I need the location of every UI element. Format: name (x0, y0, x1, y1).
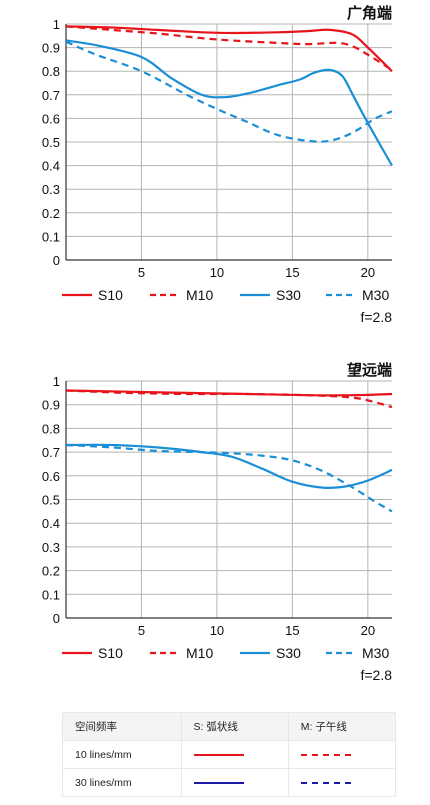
row-label: 10 lines/mm (62, 740, 182, 769)
header-sagittal: S: 弧状线 (180, 712, 289, 741)
sagittal-swatch-10 (180, 740, 289, 769)
series-line-s10 (65, 25, 393, 72)
x-tick-label: 20 (361, 623, 375, 638)
legend-label-s10: S10 (98, 645, 123, 661)
x-tick-label: 10 (210, 623, 224, 638)
y-tick-label: 0.2 (42, 206, 60, 221)
series-line-s30 (65, 39, 393, 167)
x-tick-label: 5 (138, 623, 145, 638)
aperture-label: f=2.8 (360, 309, 392, 325)
header-frequency: 空间频率 (62, 712, 182, 741)
x-tick-label: 5 (138, 265, 145, 280)
legend-table-header: 空间频率 S: 弧状线 M: 子午线 (62, 712, 397, 741)
sagittal-swatch-30 (180, 768, 289, 797)
legend-table: 空间频率 S: 弧状线 M: 子午线 10 lines/mm 30 lines/… (62, 712, 397, 797)
y-tick-label: 1 (53, 374, 60, 389)
y-tick-label: 0.3 (42, 182, 60, 197)
y-tick-label: 0.7 (42, 445, 60, 460)
y-tick-label: 0.6 (42, 111, 60, 126)
meridional-swatch-30 (287, 768, 397, 797)
meridional-swatch-10 (287, 740, 397, 769)
series-line-m30 (65, 443, 393, 513)
y-tick-label: 0.3 (42, 540, 60, 555)
y-tick-label: 0.8 (42, 421, 60, 436)
table-row: 30 lines/mm (62, 768, 397, 797)
legend-label-m30: M30 (362, 287, 389, 303)
dashed-line-swatch (300, 753, 351, 756)
y-tick-label: 0 (53, 253, 60, 268)
dashed-line-swatch (300, 781, 351, 784)
aperture-label: f=2.8 (360, 667, 392, 683)
x-tick-label: 10 (210, 265, 224, 280)
y-tick-label: 1 (53, 17, 60, 32)
y-tick-label: 0.5 (42, 493, 60, 508)
chart-title: 望远端 (347, 361, 392, 379)
solid-line-swatch (193, 781, 244, 784)
legend-label-m30: M30 (362, 645, 389, 661)
x-tick-label: 20 (361, 265, 375, 280)
x-tick-label: 15 (285, 623, 299, 638)
y-tick-label: 0.4 (42, 159, 60, 174)
y-tick-label: 0.6 (42, 469, 60, 484)
y-tick-label: 0.1 (42, 587, 60, 602)
legend-label-s30: S30 (276, 645, 301, 661)
series-line-m30 (65, 40, 393, 143)
legend-label-m10: M10 (186, 287, 213, 303)
row-label: 30 lines/mm (62, 768, 182, 797)
y-tick-label: 0.8 (42, 64, 60, 79)
series-line-m10 (65, 389, 393, 409)
y-tick-label: 0.1 (42, 229, 60, 244)
y-tick-label: 0.9 (42, 41, 60, 56)
header-meridional: M: 子午线 (287, 712, 397, 741)
chart-title: 广角端 (347, 4, 392, 22)
y-tick-label: 0.5 (42, 135, 60, 150)
table-row: 10 lines/mm (62, 740, 397, 769)
y-tick-label: 0.9 (42, 398, 60, 413)
x-tick-label: 15 (285, 265, 299, 280)
y-tick-label: 0 (53, 611, 60, 626)
series-line-s30 (65, 443, 393, 490)
legend-label-s30: S30 (276, 287, 301, 303)
legend-label-s10: S10 (98, 287, 123, 303)
legend-label-m10: M10 (186, 645, 213, 661)
y-tick-label: 0.2 (42, 564, 60, 579)
solid-line-swatch (193, 753, 244, 756)
series-line-m10 (65, 25, 393, 71)
y-tick-label: 0.7 (42, 88, 60, 103)
y-tick-label: 0.4 (42, 516, 60, 531)
